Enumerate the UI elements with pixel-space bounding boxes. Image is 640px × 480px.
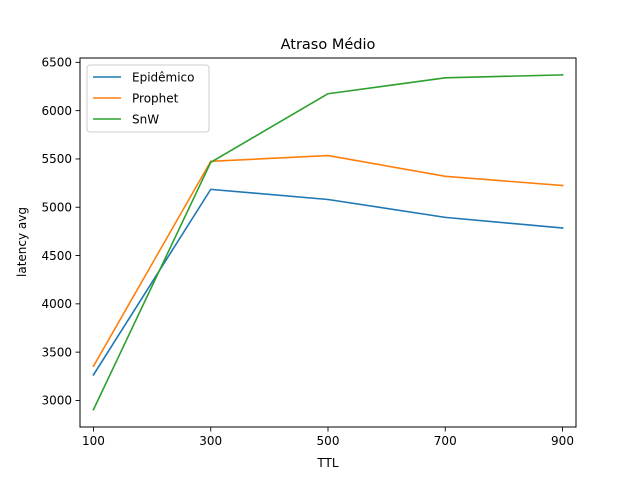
- data-point: [209, 188, 212, 191]
- x-tick-label: 700: [434, 434, 457, 448]
- data-point: [444, 175, 447, 178]
- data-point: [327, 198, 329, 201]
- y-tick-label: 5000: [41, 201, 72, 215]
- y-tick-label: 6500: [41, 56, 72, 70]
- data-point: [561, 184, 564, 187]
- y-tick-label: 5500: [41, 152, 72, 166]
- data-point: [327, 154, 329, 157]
- y-tick-label: 3000: [41, 394, 72, 408]
- x-axis-label: TTL: [316, 456, 338, 470]
- series-layer: [92, 74, 564, 411]
- data-point: [209, 161, 212, 164]
- x-tick-label: 500: [317, 434, 340, 448]
- data-point: [92, 374, 95, 376]
- legend-label: SnW: [132, 112, 159, 126]
- y-tick-label: 3500: [41, 345, 72, 359]
- legend-label: Epidêmico: [132, 70, 195, 84]
- x-tick-label: 900: [551, 434, 574, 448]
- data-point: [561, 74, 564, 76]
- data-point: [92, 365, 95, 367]
- plot-frame: [79, 57, 577, 428]
- data-point: [327, 92, 329, 95]
- y-tick-label: 4500: [41, 249, 72, 263]
- legend: Epidêmico Prophet SnW: [86, 64, 210, 133]
- x-tick-label: 300: [199, 434, 222, 448]
- data-point: [444, 77, 447, 79]
- chart-title: Atraso Médio: [281, 37, 376, 53]
- data-point: [92, 408, 95, 411]
- ticks-layer: 100 300 500 700 900 3000 3500 4000 4500 5000 5500 6…: [41, 56, 574, 448]
- data-point: [444, 216, 447, 219]
- legend-label: Prophet: [132, 91, 179, 105]
- y-tick-label: 4000: [41, 297, 72, 311]
- x-tick-label: 100: [82, 434, 105, 448]
- y-axis-label: latency avg: [15, 207, 29, 277]
- data-point: [561, 227, 564, 229]
- y-tick-label: 6000: [41, 104, 72, 118]
- legend-box: [86, 64, 210, 133]
